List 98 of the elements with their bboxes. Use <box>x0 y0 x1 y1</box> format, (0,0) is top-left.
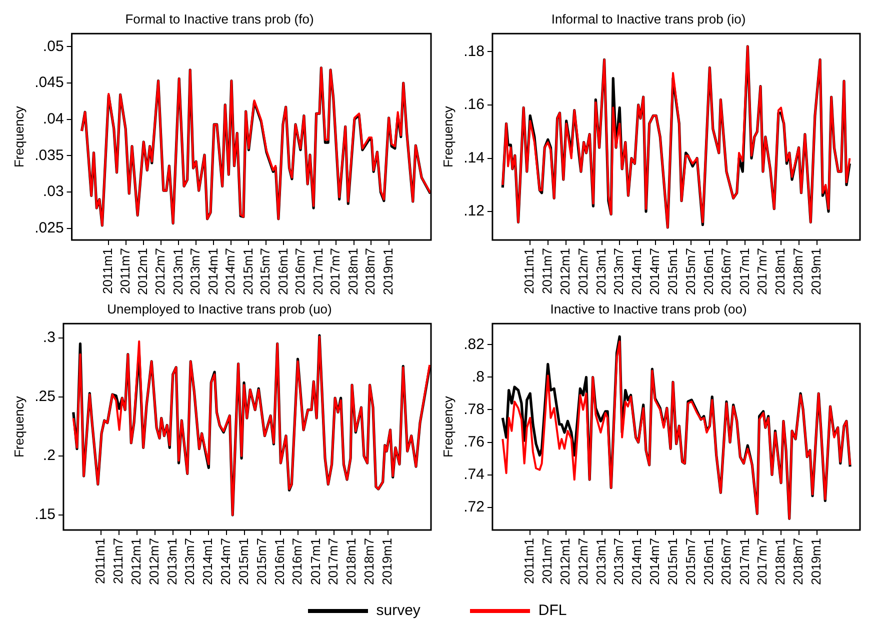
x-tick-label: 2013m1 <box>164 538 180 586</box>
x-tick-label: 2016m1 <box>275 248 290 296</box>
x-tick-label: 2015m7 <box>254 538 269 586</box>
x-tick-label: 2014m7 <box>222 248 238 296</box>
x-tick-label: 2016m7 <box>718 538 734 586</box>
x-tick-label: 2013m1 <box>593 248 608 296</box>
y-tick-label: .25 <box>34 388 56 405</box>
chart-title: Formal to Inactive trans prob (fo) <box>125 11 314 26</box>
x-tick-label: 2018m7 <box>362 248 378 296</box>
y-tick-label: .16 <box>464 96 484 114</box>
x-tick-label: 2017m1 <box>736 538 752 586</box>
x-tick-label: 2015m1 <box>665 248 680 296</box>
x-tick-label: 2017m7 <box>754 538 770 586</box>
x-tick-label: 2017m1 <box>308 538 323 586</box>
x-tick-label: 2016m7 <box>292 248 308 296</box>
y-tick-label: .18 <box>464 42 484 60</box>
y-axis-title: Frequency <box>440 396 456 458</box>
x-tick-label: 2011m7 <box>539 248 554 294</box>
x-tick-label: 2012m1 <box>558 248 573 296</box>
x-tick-label: 2013m7 <box>182 538 198 586</box>
x-tick-label: 2011m7 <box>539 538 554 584</box>
x-tick-label: 2018m7 <box>361 538 376 586</box>
y-tick-label: .3 <box>42 328 56 346</box>
x-tick-label: 2013m7 <box>611 538 626 586</box>
x-tick-label: 2015m1 <box>236 538 252 586</box>
x-tick-label: 2019m1 <box>808 248 824 296</box>
x-tick-label: 2012m7 <box>575 538 590 586</box>
x-tick-label: 2012m7 <box>575 248 590 296</box>
y-tick-label: .14 <box>464 149 484 166</box>
y-tick-label: .03 <box>42 183 64 200</box>
x-tick-label: 2012m1 <box>128 538 144 586</box>
x-tick-label: 2017m7 <box>326 538 341 586</box>
x-tick-label: 2011m1 <box>522 538 537 584</box>
x-tick-label: 2014m7 <box>218 538 234 586</box>
y-tick-label: .74 <box>464 466 484 483</box>
x-tick-label: 2011m7 <box>110 538 126 584</box>
y-axis-title: Frequency <box>11 396 26 458</box>
x-tick-label: 2018m7 <box>790 538 806 586</box>
x-tick-label: 2012m7 <box>146 538 162 586</box>
y-tick-label: .05 <box>42 38 64 55</box>
x-tick-label: 2019m1 <box>808 538 824 586</box>
y-tick-label: .8 <box>472 368 484 386</box>
x-tick-label: 2018m1 <box>344 538 359 586</box>
x-tick-label: 2016m1 <box>700 538 716 586</box>
y-tick-label: .15 <box>34 506 56 524</box>
chart-title: Informal to Inactive trans prob (io) <box>551 11 746 26</box>
y-tick-label: .72 <box>464 498 484 516</box>
legend-label: DFL <box>538 602 567 619</box>
x-tick-label: 2014m1 <box>629 538 644 586</box>
x-tick-label: 2015m1 <box>240 248 256 296</box>
x-tick-label: 2013m1 <box>593 538 608 586</box>
chart-title: Unemployed to Inactive trans prob (uo) <box>107 301 332 316</box>
x-tick-label: 2016m1 <box>700 248 716 296</box>
y-tick-label: .12 <box>464 202 484 220</box>
x-tick-label: 2011m1 <box>92 538 108 584</box>
y-axis-title: Frequency <box>440 106 456 168</box>
x-tick-label: 2013m1 <box>170 248 186 296</box>
x-tick-label: 2015m1 <box>665 538 680 586</box>
x-tick-label: 2012m1 <box>558 538 573 586</box>
x-tick-label: 2011m7 <box>118 248 133 294</box>
x-tick-label: 2014m1 <box>200 538 216 586</box>
x-tick-label: 2011m1 <box>100 248 116 294</box>
y-tick-label: .04 <box>42 110 64 128</box>
y-tick-label: .045 <box>34 74 64 92</box>
x-tick-label: 2019m1 <box>380 248 396 296</box>
y-tick-label: .76 <box>464 433 484 450</box>
x-tick-label: 2014m7 <box>647 248 662 296</box>
x-tick-label: 2018m1 <box>772 538 788 586</box>
chart-title: Inactive to Inactive trans prob (oo) <box>550 301 747 316</box>
x-tick-label: 2018m1 <box>345 248 360 296</box>
y-tick-label: .2 <box>42 447 56 464</box>
x-tick-label: 2015m7 <box>682 538 698 586</box>
x-tick-label: 2012m1 <box>135 248 150 296</box>
x-tick-label: 2013m7 <box>188 248 203 296</box>
x-tick-label: 2017m1 <box>736 248 752 296</box>
x-tick-label: 2012m7 <box>152 248 168 296</box>
x-tick-label: 2017m1 <box>310 248 326 296</box>
x-tick-label: 2015m7 <box>682 248 698 296</box>
x-tick-label: 2019m1 <box>379 538 394 586</box>
y-axis-title: Frequency <box>11 106 26 168</box>
x-tick-label: 2015m7 <box>258 248 273 296</box>
x-tick-label: 2018m7 <box>790 248 806 296</box>
y-tick-label: .82 <box>464 336 484 353</box>
y-tick-label: .025 <box>34 220 64 237</box>
x-tick-label: 2017m7 <box>754 248 770 296</box>
x-tick-label: 2018m1 <box>772 248 788 296</box>
x-tick-label: 2014m7 <box>647 538 662 586</box>
legend-label: survey <box>376 602 420 619</box>
x-tick-label: 2014m1 <box>205 248 220 296</box>
x-tick-label: 2014m1 <box>629 248 644 296</box>
x-tick-label: 2011m1 <box>522 248 537 294</box>
y-tick-label: .78 <box>464 400 484 418</box>
x-tick-label: 2013m7 <box>611 248 626 296</box>
x-tick-label: 2016m7 <box>290 538 305 586</box>
x-tick-label: 2016m7 <box>718 248 734 296</box>
x-tick-label: 2017m7 <box>328 248 343 296</box>
x-tick-label: 2016m1 <box>272 538 287 586</box>
y-tick-label: .035 <box>34 146 64 164</box>
